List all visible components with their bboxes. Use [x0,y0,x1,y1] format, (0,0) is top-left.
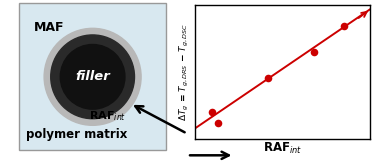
Circle shape [51,35,135,119]
Point [311,50,317,53]
Text: filler: filler [75,70,110,83]
Text: MAF: MAF [34,21,64,34]
FancyBboxPatch shape [19,3,166,150]
Text: RAF$_{int}$: RAF$_{int}$ [89,109,126,123]
Point [265,77,271,80]
Text: polymer matrix: polymer matrix [26,128,128,141]
Circle shape [44,28,141,125]
Point [209,111,215,113]
Circle shape [60,44,125,109]
Y-axis label: $\Delta T_g$ = $T_{g,DRS}$ − $T_{g,DSC}$: $\Delta T_g$ = $T_{g,DRS}$ − $T_{g,DSC}$ [177,23,191,121]
X-axis label: RAF$_{int}$: RAF$_{int}$ [263,141,302,156]
Point [341,25,347,28]
Point [214,121,220,124]
